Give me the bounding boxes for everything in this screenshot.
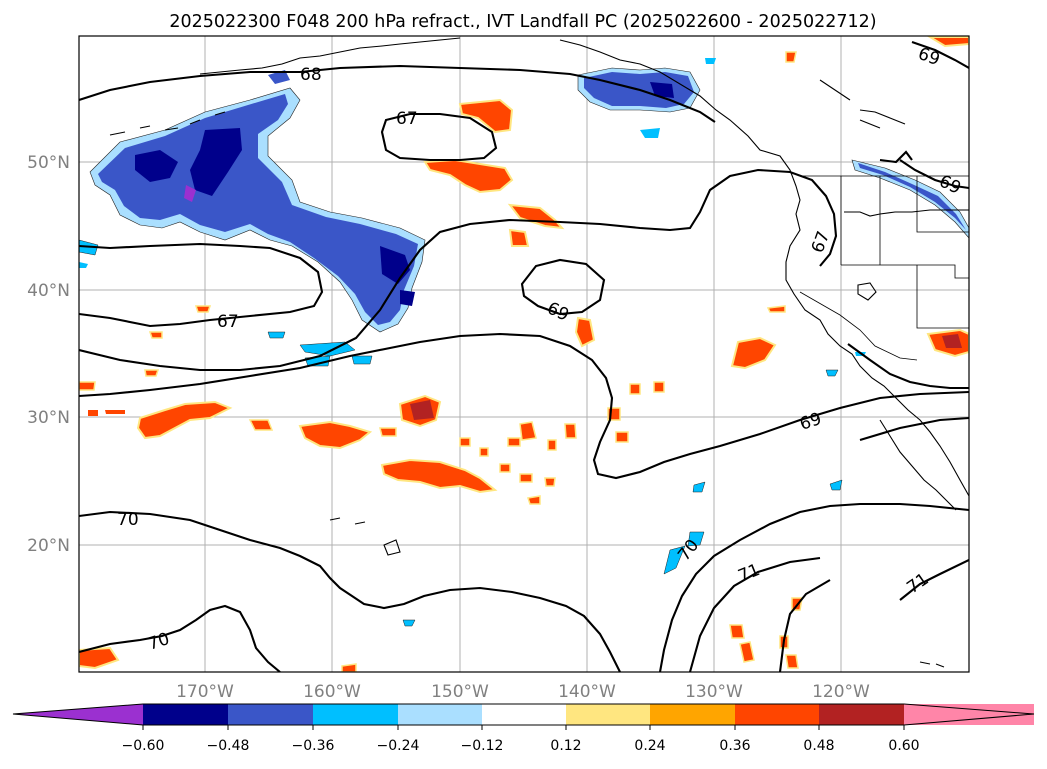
contour-label: 67 — [217, 312, 239, 332]
colorbar-swatch — [735, 704, 819, 725]
coastlines — [109, 37, 969, 668]
colorbar-tick-label: −0.12 — [461, 738, 504, 754]
colorbar-swatch — [143, 704, 228, 725]
colorbar-tick-label: 0.60 — [888, 738, 919, 754]
colorbar-tick-label: 0.36 — [719, 738, 750, 754]
colorbar-tick-label: −0.36 — [292, 738, 335, 754]
positive-refractivity-areas — [79, 36, 969, 672]
lat-label: 50°N — [27, 153, 70, 173]
colorbar: −0.60 −0.48 −0.36 −0.24 −0.12 0.12 0.24 … — [12, 700, 1047, 754]
lon-label: 120°W — [812, 682, 870, 702]
political-borders — [799, 175, 969, 361]
colorbar-swatch — [313, 704, 398, 725]
lon-label: 160°W — [303, 682, 361, 702]
lat-label: 30°N — [27, 408, 70, 428]
colorbar-tick-label: −0.60 — [122, 738, 165, 754]
colorbar-tick-label: −0.24 — [377, 738, 420, 754]
colorbar-ticks: −0.60 −0.48 −0.36 −0.24 −0.12 0.12 0.24 … — [122, 738, 920, 754]
colorbar-swatch — [482, 704, 566, 725]
colorbar-tick-label: 0.24 — [634, 738, 665, 754]
lat-label: 20°N — [27, 536, 70, 556]
longitude-labels: 170°W 160°W 150°W 140°W 130°W 120°W — [176, 682, 870, 702]
contour-label: 68 — [300, 65, 322, 85]
contour-lines — [79, 41, 969, 672]
figure-title: 2025022300 F048 200 hPa refract., IVT La… — [169, 12, 876, 32]
colorbar-swatch — [650, 704, 735, 725]
colorbar-swatch — [566, 704, 650, 725]
colorbar-swatch — [228, 704, 313, 725]
colorbar-max-extend — [904, 704, 1034, 725]
negative-refractivity-areas — [79, 58, 969, 627]
colorbar-swatch — [398, 704, 482, 725]
colorbar-tick-label: 0.48 — [803, 738, 834, 754]
colorbar-tick-label: −0.48 — [207, 738, 250, 754]
map-area: 68 67 67 69 69 69 67 69 70 70 70 71 71 — [79, 36, 969, 672]
contour-label: 70 — [117, 510, 139, 530]
lat-label: 40°N — [27, 281, 70, 301]
colorbar-tick-label: 0.12 — [550, 738, 581, 754]
lon-label: 170°W — [176, 682, 234, 702]
colorbar-swatch — [819, 704, 904, 725]
lon-label: 150°W — [431, 682, 489, 702]
lon-label: 140°W — [558, 682, 616, 702]
contour-label: 67 — [396, 109, 418, 129]
latitude-labels: 50°N 40°N 30°N 20°N — [27, 153, 70, 556]
colorbar-min-extend — [13, 704, 143, 725]
lon-label: 130°W — [685, 682, 743, 702]
map-frame — [78, 35, 970, 673]
